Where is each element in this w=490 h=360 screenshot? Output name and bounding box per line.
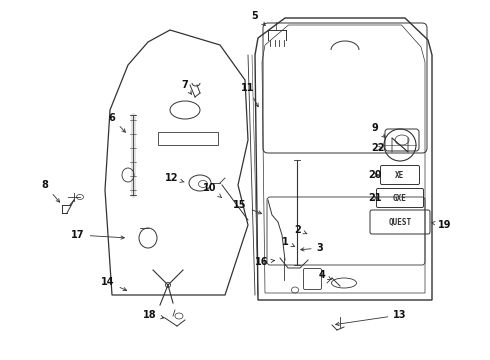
Text: 19: 19 — [432, 220, 452, 230]
Text: 7: 7 — [182, 80, 192, 94]
Text: 11: 11 — [241, 83, 258, 107]
Text: 15: 15 — [233, 200, 262, 214]
Text: 22: 22 — [371, 143, 385, 153]
Text: QUEST: QUEST — [389, 217, 412, 226]
Text: 10: 10 — [203, 183, 221, 198]
Text: 17: 17 — [71, 230, 124, 240]
Text: 14: 14 — [101, 277, 126, 291]
Text: 18: 18 — [143, 310, 164, 320]
Text: 6: 6 — [109, 113, 125, 132]
Text: 20: 20 — [368, 170, 382, 180]
Text: 9: 9 — [371, 123, 385, 138]
Text: 3: 3 — [301, 243, 323, 253]
Text: 16: 16 — [255, 257, 274, 267]
Text: 21: 21 — [368, 193, 382, 203]
Text: GXE: GXE — [393, 194, 407, 202]
Text: XE: XE — [395, 171, 405, 180]
Text: 1: 1 — [282, 237, 294, 247]
Text: 12: 12 — [165, 173, 184, 183]
Text: 4: 4 — [318, 270, 331, 280]
Text: 8: 8 — [42, 180, 60, 202]
Text: 13: 13 — [336, 310, 407, 326]
Text: 2: 2 — [294, 225, 307, 235]
Text: 5: 5 — [252, 11, 265, 26]
